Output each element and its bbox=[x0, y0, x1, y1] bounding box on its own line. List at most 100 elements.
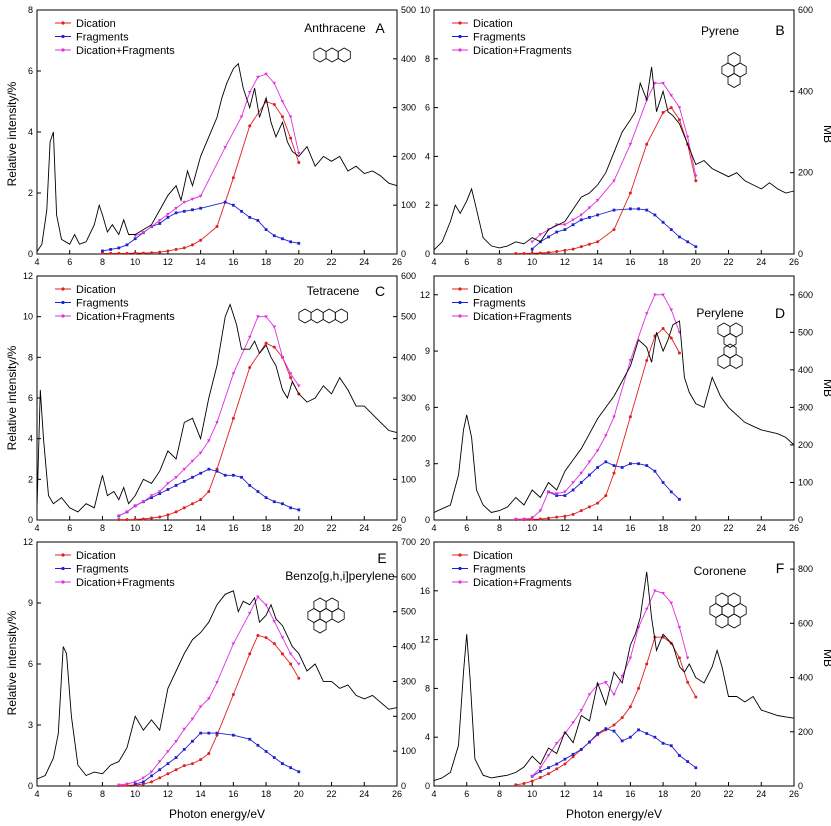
data-point bbox=[125, 518, 129, 522]
legend-marker bbox=[61, 300, 65, 305]
legend-marker bbox=[458, 553, 462, 557]
panel-letter: F bbox=[776, 560, 785, 576]
data-point bbox=[231, 203, 235, 207]
data-point bbox=[157, 219, 162, 223]
panel-letter: C bbox=[375, 283, 385, 299]
ylabel-right-row2: MB bbox=[821, 379, 831, 397]
data-point bbox=[166, 488, 170, 491]
data-point bbox=[514, 517, 518, 521]
data-point bbox=[191, 739, 194, 743]
series-line-mb bbox=[433, 320, 795, 513]
series-line-mb bbox=[433, 571, 795, 782]
data-point bbox=[264, 72, 268, 76]
data-point bbox=[190, 502, 194, 506]
data-point bbox=[133, 504, 137, 508]
data-point bbox=[191, 475, 194, 479]
y-right-tick-label: 100 bbox=[401, 200, 416, 210]
data-point bbox=[677, 106, 682, 110]
panel-letter: B bbox=[775, 22, 784, 38]
data-point bbox=[174, 206, 178, 211]
data-point bbox=[645, 358, 649, 362]
legend-marker bbox=[458, 314, 462, 318]
y-left-tick-label: 8 bbox=[28, 5, 33, 15]
data-point bbox=[612, 228, 616, 232]
data-point bbox=[150, 774, 153, 778]
panel-d: 4 6 8 10 12 14 16 18 20 22 24 260369120100200300400… bbox=[420, 275, 813, 533]
y-right-tick-label: 300 bbox=[401, 393, 416, 403]
y-right-tick-label: 400 bbox=[401, 352, 416, 362]
x-tick-label: 16 bbox=[228, 789, 238, 799]
data-point bbox=[272, 620, 277, 624]
data-point bbox=[563, 494, 567, 497]
data-point bbox=[563, 757, 567, 761]
data-point bbox=[133, 237, 137, 241]
y-left-tick-label: 0 bbox=[425, 249, 430, 259]
legend-label: Dication+Fragments bbox=[473, 311, 572, 323]
data-point bbox=[645, 208, 649, 212]
xlabel-left: Photon energy/eV bbox=[169, 807, 265, 821]
data-point bbox=[555, 515, 559, 519]
legend-label: Fragments bbox=[76, 32, 129, 44]
data-point bbox=[571, 512, 575, 516]
data-point bbox=[645, 732, 649, 735]
data-point bbox=[588, 473, 591, 477]
x-tick-label: 26 bbox=[789, 789, 799, 799]
y-right-tick-label: 200 bbox=[798, 727, 813, 737]
data-point bbox=[587, 505, 591, 509]
data-point bbox=[199, 206, 203, 210]
data-point bbox=[571, 752, 575, 756]
y-left-tick-label: 8 bbox=[425, 683, 430, 693]
data-point bbox=[280, 356, 285, 360]
data-point bbox=[117, 251, 121, 255]
y-left-tick-label: 8 bbox=[425, 54, 430, 64]
data-point bbox=[272, 81, 277, 85]
data-point bbox=[207, 439, 211, 443]
data-point bbox=[596, 240, 600, 244]
data-point bbox=[595, 199, 600, 203]
data-point bbox=[109, 248, 113, 251]
series-line-dication-fragments bbox=[515, 294, 680, 520]
y-left-tick-label: 2 bbox=[28, 188, 33, 198]
data-point bbox=[628, 462, 632, 466]
panel-b: 4 6 8 10 12 14 16 18 20 22 24 2602468100200400600Di… bbox=[420, 5, 813, 267]
y-right-tick-label: 400 bbox=[401, 54, 416, 64]
data-point bbox=[281, 502, 284, 506]
x-tick-label: 24 bbox=[359, 789, 369, 799]
data-point bbox=[125, 251, 129, 255]
data-point bbox=[272, 756, 276, 759]
data-point bbox=[628, 735, 632, 739]
data-point bbox=[215, 225, 219, 229]
data-point bbox=[685, 135, 690, 139]
data-point bbox=[199, 238, 203, 242]
data-point bbox=[530, 779, 534, 783]
data-point bbox=[587, 242, 591, 246]
data-point bbox=[150, 516, 154, 520]
y-right-tick-label: 0 bbox=[401, 515, 406, 525]
data-point bbox=[141, 776, 146, 780]
data-point bbox=[563, 514, 567, 518]
data-point bbox=[182, 246, 186, 250]
data-point bbox=[678, 754, 681, 757]
data-point bbox=[538, 769, 542, 773]
data-point bbox=[587, 693, 592, 697]
data-point bbox=[653, 469, 657, 473]
data-point bbox=[280, 652, 284, 656]
y-left-tick-label: 4 bbox=[28, 127, 33, 137]
x-tick-label: 10 bbox=[527, 257, 537, 267]
x-tick-label: 6 bbox=[67, 257, 72, 267]
x-tick-label: 10 bbox=[130, 789, 140, 799]
panel-e: 4 6 8 10 12 14 16 18 20 22 24 260369120100200300400… bbox=[23, 537, 416, 799]
x-tick-label: 8 bbox=[100, 789, 105, 799]
legend-marker bbox=[458, 287, 462, 291]
xlabel-right: Photon energy/eV bbox=[566, 807, 662, 821]
x-tick-label: 8 bbox=[497, 257, 502, 267]
ylabel-left-row2: Relative intensity/% bbox=[5, 345, 19, 450]
molecule-structure-icon bbox=[709, 592, 747, 629]
legend-label: Dication+Fragments bbox=[76, 45, 175, 57]
data-point bbox=[288, 652, 293, 656]
data-point bbox=[686, 680, 690, 684]
y-right-tick-label: 700 bbox=[401, 537, 416, 547]
x-tick-label: 10 bbox=[130, 257, 140, 267]
data-point bbox=[248, 124, 252, 128]
x-tick-label: 14 bbox=[593, 523, 603, 533]
